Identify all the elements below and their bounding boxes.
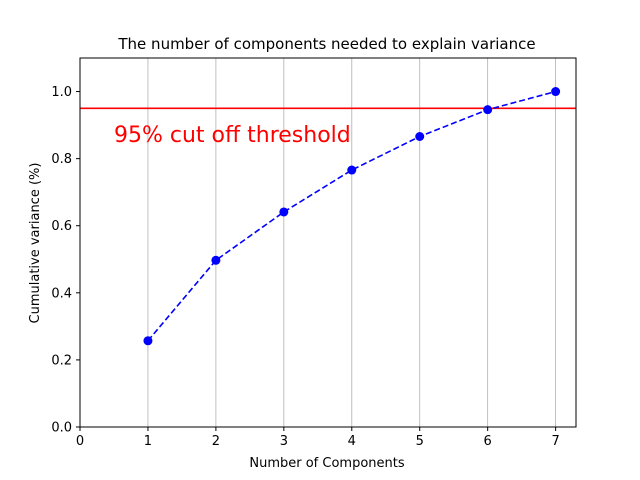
x-tick-label: 2 (212, 434, 220, 449)
y-axis-title: Cumulative variance (%) (28, 163, 43, 324)
chart-title: The number of components needed to expla… (117, 35, 535, 53)
plot-frame (79, 57, 577, 428)
data-point-6 (483, 105, 493, 115)
data-point-1 (143, 336, 153, 346)
y-tick-label: 0.0 (51, 421, 72, 436)
x-tick-label: 4 (348, 434, 356, 449)
x-tick-label: 6 (484, 434, 492, 449)
series (143, 87, 561, 346)
x-axis-title: Number of Components (249, 456, 404, 471)
y-tick-label: 0.8 (51, 152, 72, 167)
data-point-5 (415, 131, 425, 141)
x-tick-label: 3 (280, 434, 288, 449)
data-point-2 (211, 255, 221, 265)
axis-ticks: 0 1 2 3 4 5 6 7 0.0 0.2 0.4 0.6 0.8 1.0 (51, 85, 559, 449)
x-tick-label: 1 (144, 434, 152, 449)
x-tick-label: 7 (551, 434, 559, 449)
y-tick-label: 0.2 (51, 353, 72, 368)
y-tick-label: 0.4 (51, 286, 72, 301)
x-tick-label: 5 (416, 434, 424, 449)
data-point-7 (551, 87, 561, 97)
x-tick-label: 0 (76, 434, 84, 449)
data-point-4 (347, 165, 357, 175)
grid-lines (147, 58, 557, 427)
data-point-3 (279, 207, 289, 217)
y-tick-label: 1.0 (51, 85, 72, 100)
threshold-label: 95% cut off threshold (114, 123, 351, 148)
y-tick-label: 0.6 (51, 219, 72, 234)
